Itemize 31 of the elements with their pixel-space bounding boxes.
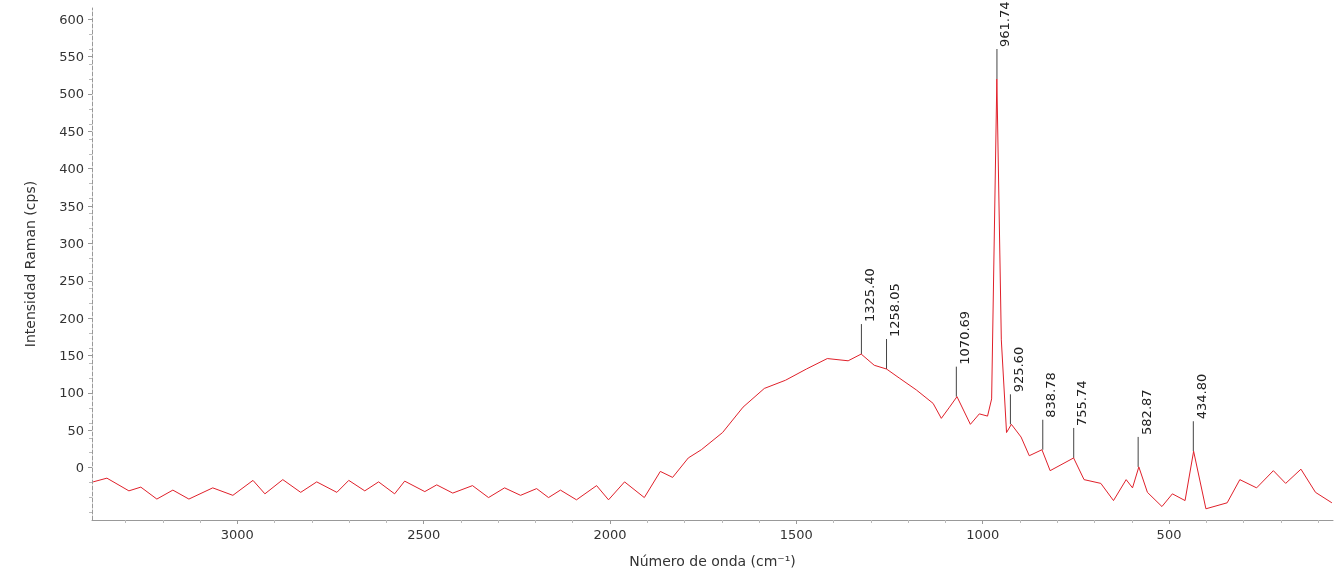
annotation: 1070.69: [956, 310, 972, 365]
annotation: 1258.05: [887, 283, 903, 338]
y-tick-label: 50: [67, 422, 84, 438]
annotation: 838.78: [1043, 372, 1059, 418]
y-tick-label: 300: [59, 235, 84, 251]
y-tick-label: 550: [59, 49, 84, 65]
y-tick-label: 0: [75, 460, 84, 476]
y-tick-label: 450: [59, 123, 84, 139]
y-axis-title: Intensidad Raman (cps): [22, 180, 38, 348]
y-tick-label: 150: [59, 348, 84, 364]
x-tick-label: 1500: [779, 527, 813, 542]
y-tick-label: 100: [59, 385, 84, 401]
x-axis-title: Número de onda (cm⁻¹): [629, 553, 796, 569]
x-tick-label: 3000: [220, 527, 254, 542]
annotation: 961.74: [997, 1, 1013, 48]
annotation: 925.60: [1010, 346, 1026, 393]
x-tick-label: 2500: [407, 527, 441, 542]
y-tick-label: 250: [59, 273, 84, 289]
annotation: 434.80: [1193, 373, 1209, 420]
y-tick-label: 200: [59, 310, 84, 326]
y-tick-label: 500: [59, 86, 84, 102]
annotation: 582.87: [1138, 389, 1154, 435]
annotation: 755.74: [1074, 380, 1090, 426]
annotation: 1325.40: [861, 268, 877, 323]
y-tick-label: 600: [59, 11, 84, 27]
y-tick-label: 350: [59, 198, 84, 214]
x-tick-label: 500: [1156, 527, 1182, 542]
x-tick-label: 2000: [593, 527, 627, 542]
line-series: [92, 78, 1333, 510]
y-tick-label: 400: [59, 161, 84, 177]
x-tick-label: 1000: [966, 527, 1000, 542]
